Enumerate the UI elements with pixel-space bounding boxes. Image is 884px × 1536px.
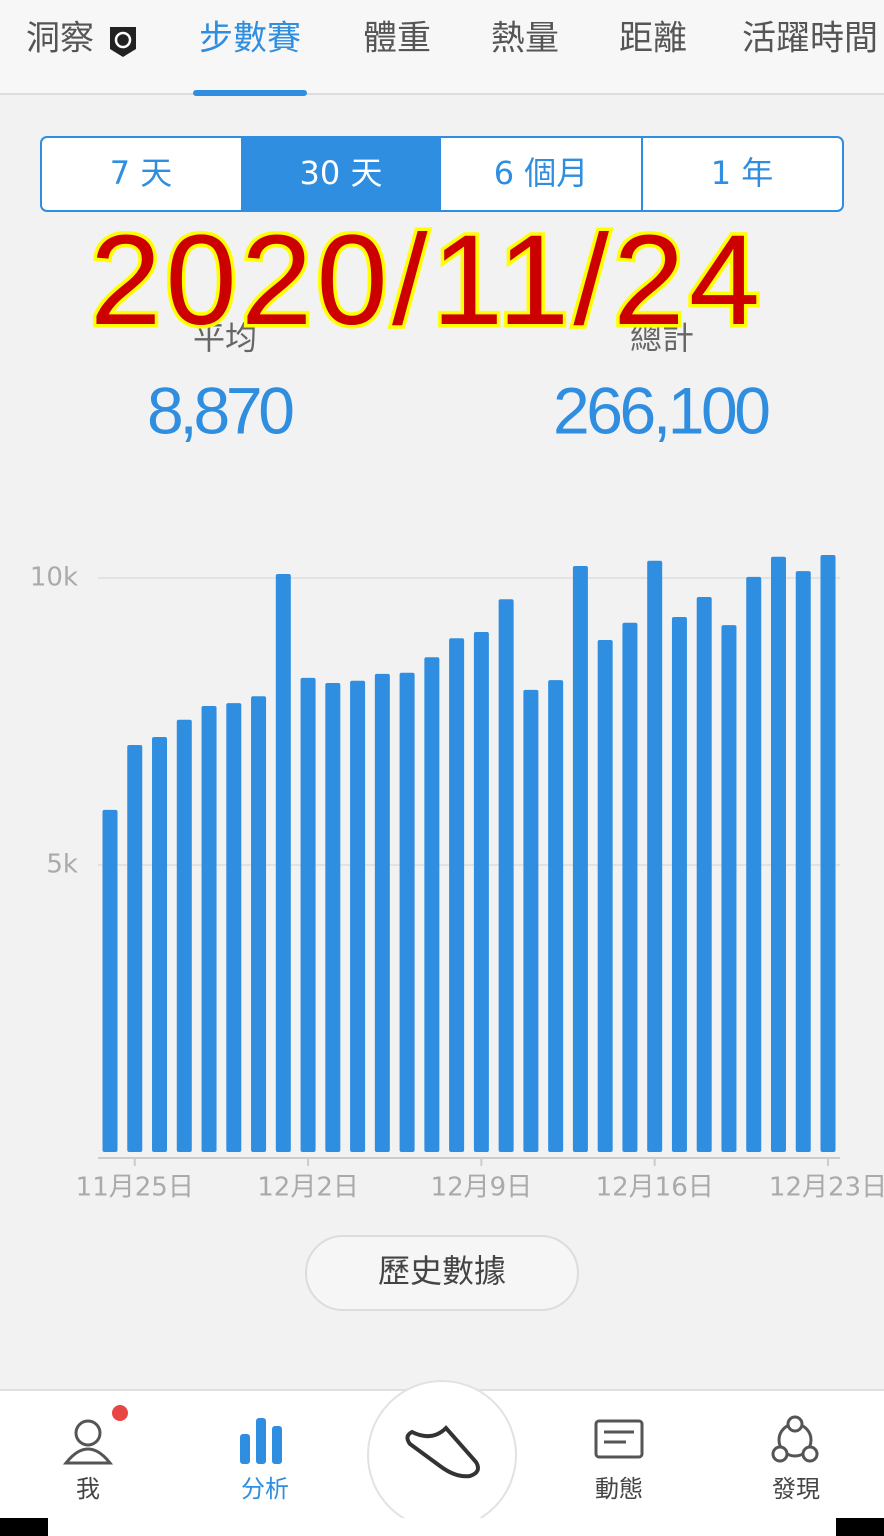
bar — [226, 703, 242, 1152]
tab-bar — [0, 0, 884, 94]
shoe-icon — [405, 1425, 480, 1479]
x-tick-label: 11月25日 — [76, 1173, 194, 1203]
stat-value: 266,100 — [553, 373, 771, 447]
range-option[interactable]: 1 年 — [711, 154, 774, 192]
bottom-strip — [0, 1518, 884, 1536]
corner — [0, 1518, 48, 1536]
bar — [275, 573, 291, 1152]
nav-label[interactable]: 我 — [76, 1475, 100, 1503]
bar — [597, 639, 613, 1152]
history-button-label[interactable]: 歷史數據 — [378, 1252, 506, 1290]
bar — [325, 683, 341, 1152]
bar — [647, 560, 663, 1152]
bar — [201, 706, 217, 1152]
tab-active[interactable]: 步數賽 — [199, 19, 301, 59]
bar — [152, 736, 168, 1152]
bar — [449, 638, 465, 1152]
bar — [300, 677, 316, 1152]
bar — [622, 622, 638, 1152]
bar — [127, 745, 143, 1152]
bar — [399, 672, 415, 1152]
badge-icon — [110, 27, 136, 57]
bar — [820, 555, 836, 1152]
feed-icon — [594, 1419, 644, 1459]
stat-value: 8,870 — [147, 373, 295, 447]
y-tick-label: 10k — [30, 563, 78, 593]
tab[interactable]: 體重 — [363, 19, 431, 59]
bar — [746, 576, 762, 1152]
discover-icon — [771, 1415, 819, 1463]
stat-label: 平均 — [193, 319, 257, 357]
me-icon — [62, 1419, 114, 1465]
chart: 5k 10k 11月25日 12月2日 12月9日 12月16日 12月23日 — [30, 555, 884, 1203]
tab[interactable]: 洞察 — [26, 19, 94, 59]
analysis-icon — [240, 1418, 282, 1464]
history-button[interactable] — [305, 1235, 579, 1311]
bar — [102, 809, 118, 1152]
bar — [721, 625, 737, 1152]
bar — [572, 565, 588, 1152]
bar — [374, 673, 390, 1152]
bar — [350, 680, 366, 1152]
bar — [176, 719, 192, 1152]
range-option[interactable]: 7 天 — [110, 154, 173, 192]
tab[interactable]: 距離 — [619, 19, 687, 59]
tab[interactable]: 活躍時間 — [742, 19, 878, 59]
bar — [424, 657, 440, 1152]
bar — [548, 680, 564, 1152]
nav-label[interactable]: 發現 — [772, 1475, 820, 1503]
overlay-date: 2020/11/24 — [90, 209, 760, 352]
range-active-bg — [241, 138, 441, 210]
bar — [473, 631, 489, 1152]
stat-label: 總計 — [630, 319, 694, 357]
bar — [671, 617, 687, 1152]
tab-underline — [193, 90, 307, 96]
start-button[interactable] — [367, 1380, 517, 1530]
bar — [251, 696, 267, 1152]
bar — [523, 689, 539, 1152]
range-option[interactable]: 6 個月 — [494, 154, 589, 192]
bar — [795, 571, 811, 1152]
x-tick-label: 12月9日 — [431, 1173, 533, 1203]
corner — [836, 1518, 884, 1536]
bar — [498, 599, 514, 1152]
notification-dot — [112, 1405, 128, 1421]
bar — [696, 596, 712, 1152]
nav-label[interactable]: 動態 — [595, 1475, 643, 1503]
y-tick-label: 5k — [46, 850, 78, 880]
x-tick-label: 12月2日 — [257, 1173, 359, 1203]
bar — [770, 556, 786, 1152]
range-option[interactable]: 30 天 — [300, 154, 383, 192]
tab[interactable]: 熱量 — [491, 19, 559, 59]
x-tick-label: 12月23日 — [769, 1173, 884, 1203]
x-tick-label: 12月16日 — [596, 1173, 714, 1203]
nav-label[interactable]: 分析 — [241, 1475, 289, 1503]
